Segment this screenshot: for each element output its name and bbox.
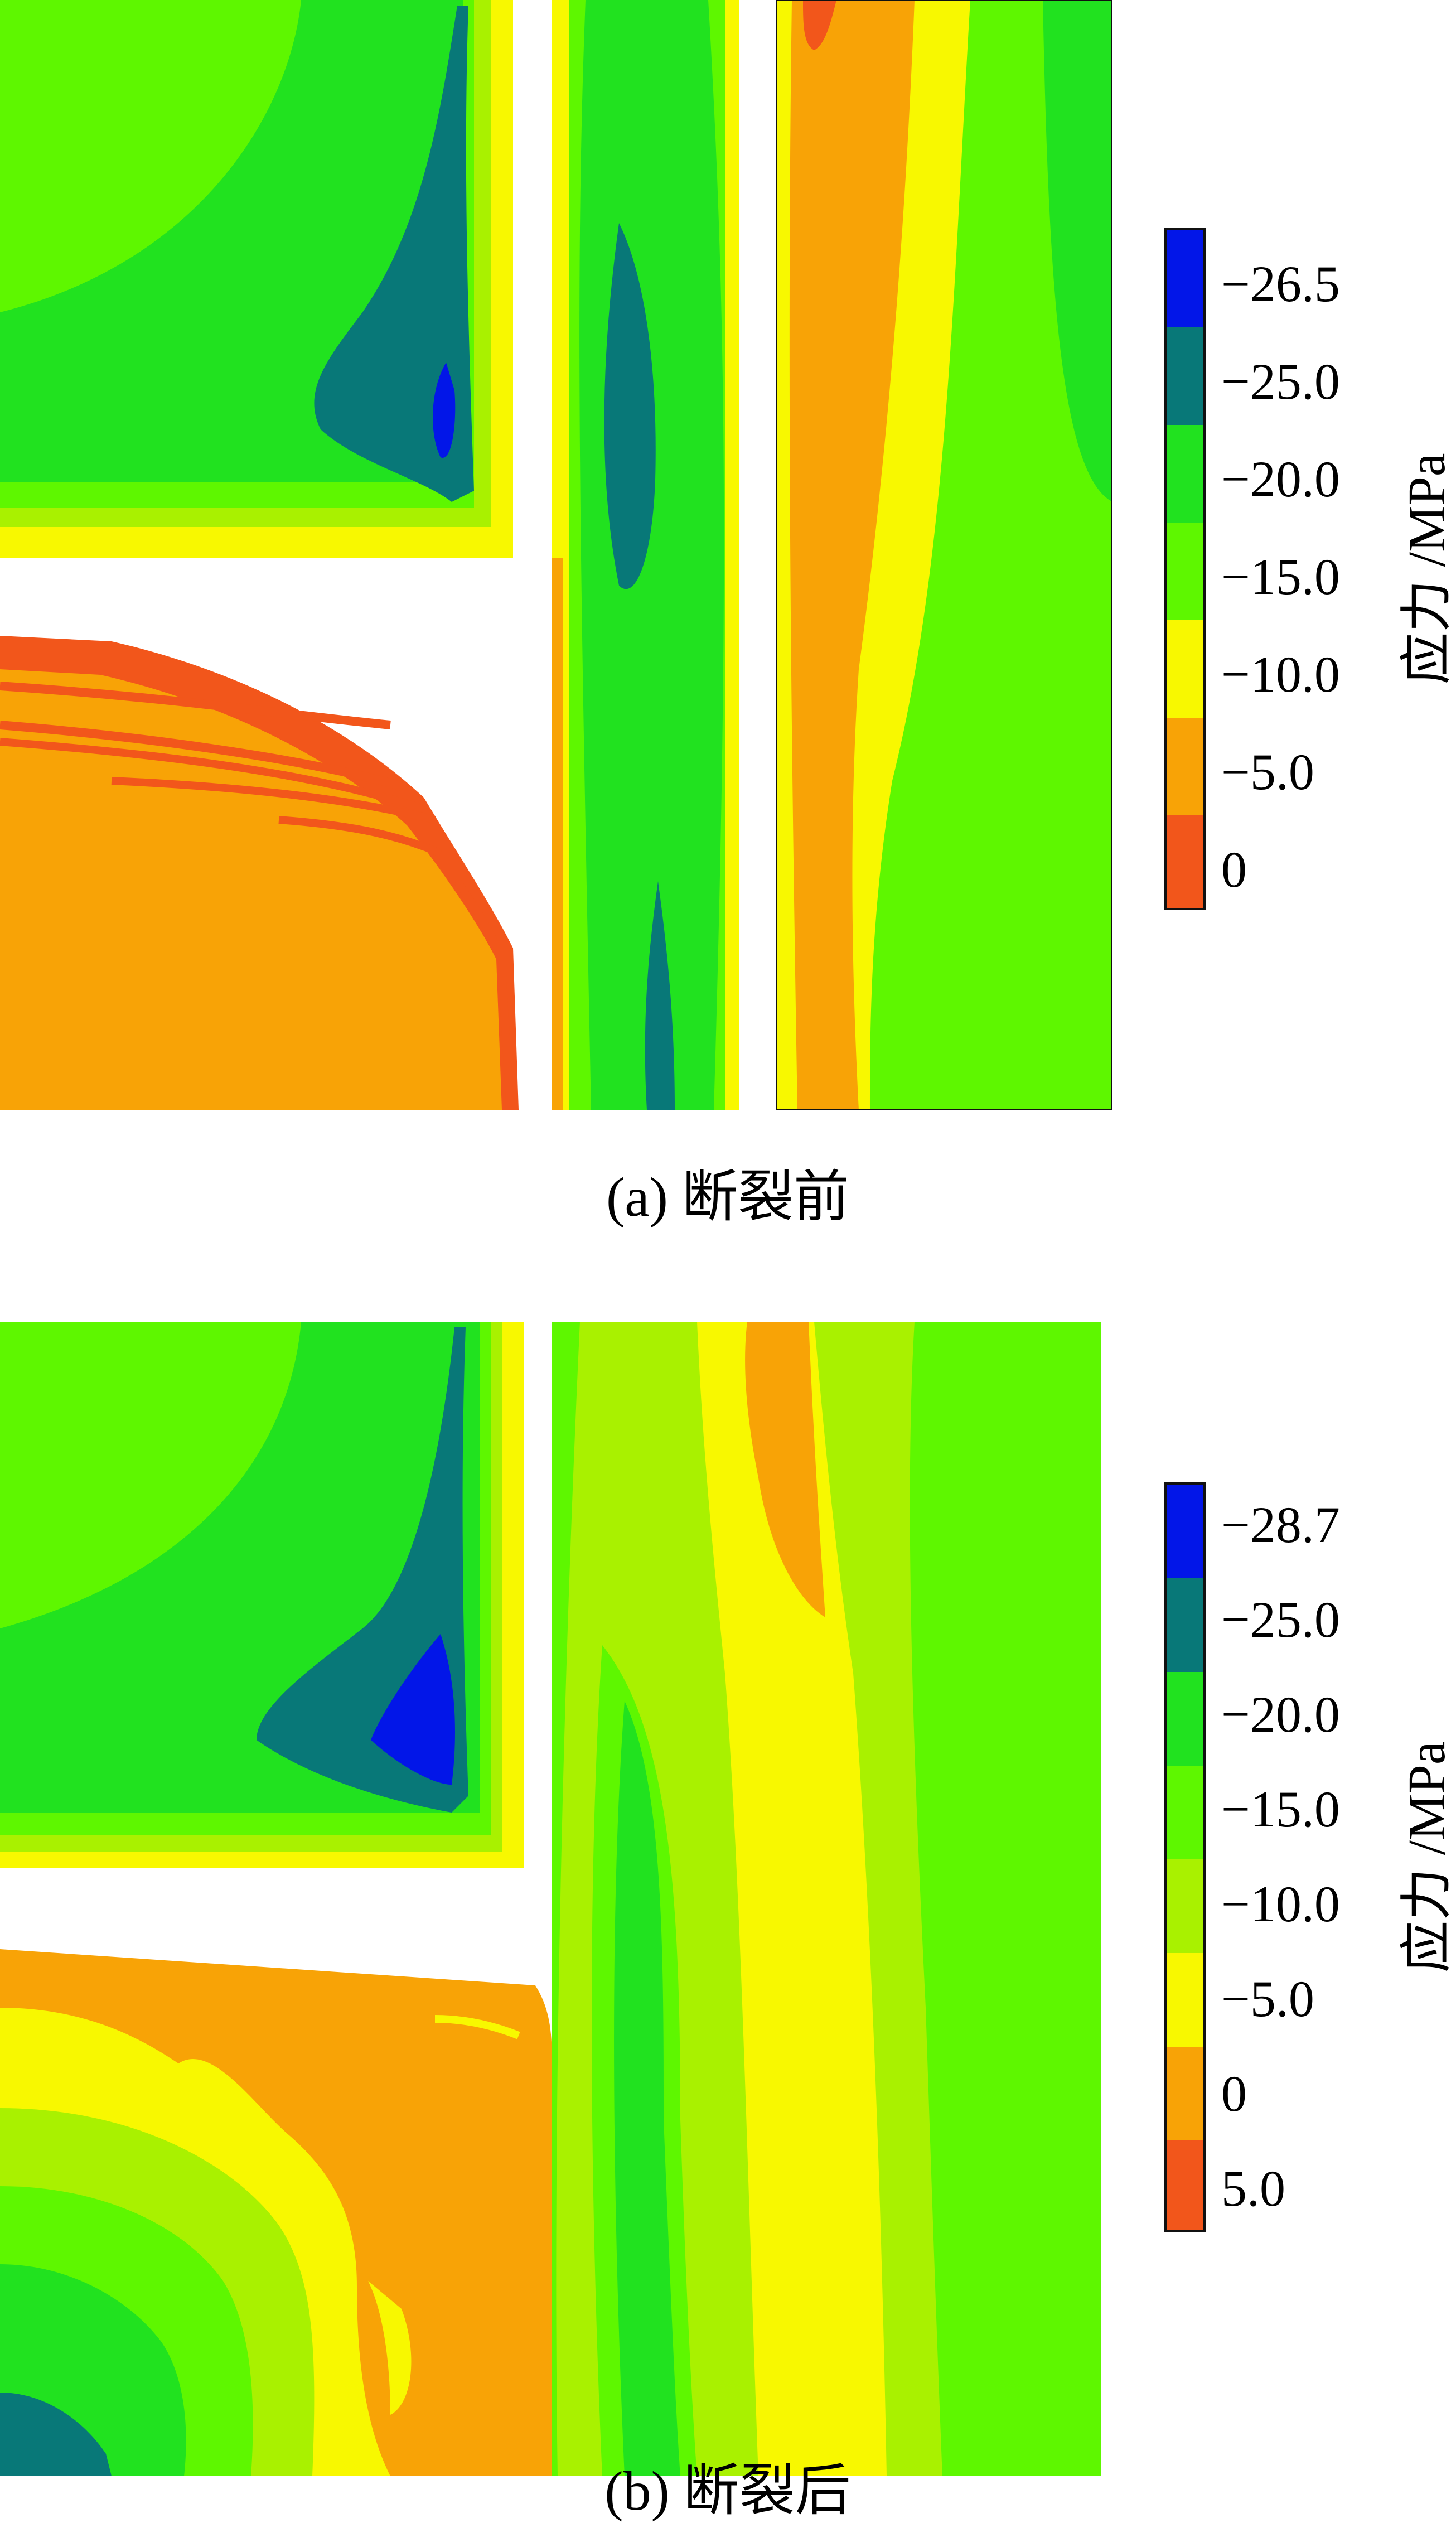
legend-swatch-teal (1167, 1578, 1203, 1672)
panel-b-top-left-region (0, 1322, 524, 1868)
contour-band (0, 2392, 112, 2476)
legend-tick-label: −10.0 (1221, 1876, 1340, 1932)
contour-band (614, 1701, 680, 2476)
contour-band (368, 2281, 412, 2415)
legend-tick-label: −20.0 (1221, 451, 1340, 508)
legend-color-bar (1164, 1482, 1206, 2232)
panel-a-right-block (776, 0, 1112, 1110)
panel-a-top-left-region (0, 0, 513, 558)
legend-swatch-yellow-green (1167, 1859, 1203, 1953)
legend-swatch-orange (1167, 2047, 1203, 2140)
panel-a-bottom-left-region (0, 636, 519, 1110)
legend-tick-label: 0 (1221, 2065, 1247, 2122)
contour-line (278, 816, 442, 857)
contour-line (434, 2015, 520, 2039)
legend-swatch-yellow (1167, 620, 1203, 718)
panel-b-bottom-left-region (0, 1949, 552, 2476)
legend-tick-label: −10.0 (1221, 646, 1340, 703)
legend-tick-label: −5.0 (1221, 743, 1314, 800)
contour-band (604, 223, 656, 589)
contour-band (789, 0, 915, 1110)
legend-tick-label: −28.7 (1221, 1496, 1340, 1553)
legend-tick-label: −26.5 (1221, 255, 1340, 312)
panel-a-middle-strip (552, 0, 739, 1110)
panel-b-caption: (b) 断裂后 (604, 2460, 851, 2522)
panel-a-contour (0, 0, 1112, 1110)
legend-swatch-green (1167, 1672, 1203, 1766)
contour-line (498, 970, 514, 1110)
contour-band (0, 0, 301, 312)
legend-swatch-green (1167, 425, 1203, 523)
contour-line (111, 777, 436, 824)
legend-tick-label: −25.0 (1221, 1591, 1340, 1648)
legend-unit-label: 应力 /MPa (1398, 1741, 1456, 1973)
contour-band (803, 0, 836, 50)
contour-band (645, 881, 675, 1110)
panel-b-contour (0, 1322, 1101, 2476)
legend-swatch-orange (1167, 718, 1203, 815)
legend-tick-label: −15.0 (1221, 1781, 1340, 1838)
legend-swatch-yellow (1167, 1953, 1203, 2047)
contour-line (454, 879, 500, 950)
contour-line (0, 721, 403, 791)
legend-tick-label: −20.0 (1221, 1686, 1340, 1743)
panel-b-legend: −28.7 −25.0 −20.0 −15.0 −10.0 −5.0 0 5.0… (1164, 1482, 1456, 2232)
legend-swatch-lime (1167, 523, 1203, 620)
contour-band (697, 1322, 887, 2476)
panel-a-caption: (a) 断裂前 (606, 1166, 849, 1228)
legend-tick-label: 5.0 (1221, 2160, 1285, 2217)
contour-band (725, 0, 739, 1110)
contour-band (0, 1322, 301, 1628)
legend-tick-label: −25.0 (1221, 353, 1340, 410)
legend-swatch-blue (1167, 1485, 1203, 1578)
legend-tick-label: −5.0 (1221, 1970, 1314, 2027)
legend-tick-label: 0 (1221, 841, 1247, 898)
legend-swatch-teal (1167, 327, 1203, 425)
contour-line (0, 738, 425, 813)
legend-swatch-red (1167, 815, 1203, 908)
contour-band (314, 6, 474, 502)
contour-band (371, 1634, 455, 1785)
legend-unit-label: 应力 /MPa (1398, 453, 1456, 684)
contour-line (0, 682, 391, 729)
contour-band (513, 1718, 524, 1863)
legend-swatch-lime (1167, 1766, 1203, 1859)
panel-a-legend: −26.5 −25.0 −20.0 −15.0 −10.0 −5.0 0 应力 … (1164, 228, 1456, 910)
contour-band (552, 558, 563, 1110)
legend-swatch-blue (1167, 230, 1203, 327)
legend-color-bar (1164, 228, 1206, 910)
contour-band (433, 362, 456, 458)
panel-b-right-block (552, 1322, 1101, 2476)
legend-swatch-red (1167, 2140, 1203, 2230)
legend-tick-label: −15.0 (1221, 548, 1340, 605)
contour-band (745, 1322, 825, 1617)
